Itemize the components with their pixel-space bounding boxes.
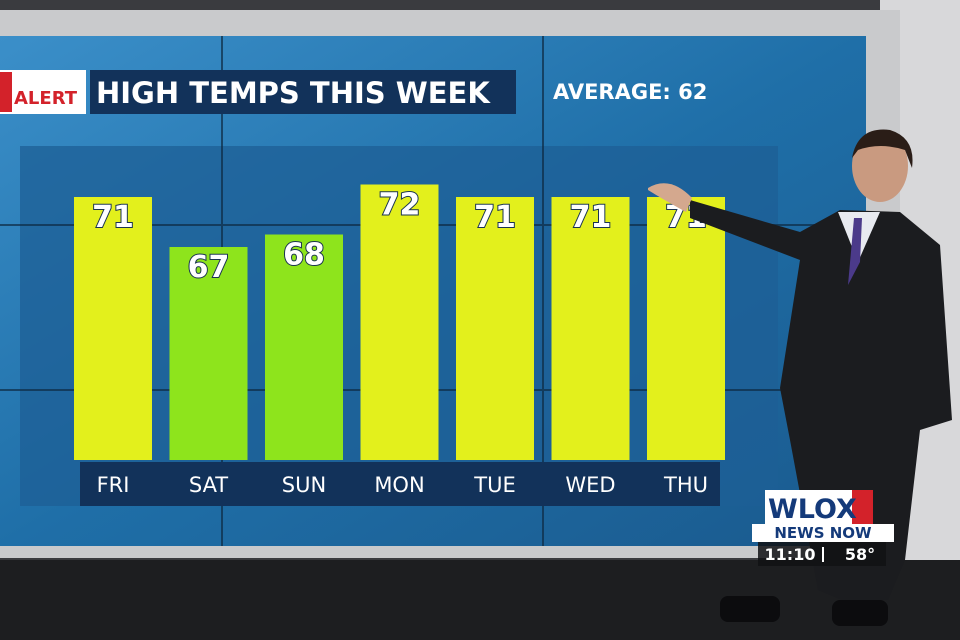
value-label: 67 — [188, 250, 230, 285]
x-tick-label: WED — [565, 473, 615, 497]
value-label: 71 — [92, 200, 134, 235]
x-tick-label: SUN — [282, 473, 326, 497]
bar — [74, 197, 152, 460]
bar — [360, 184, 439, 460]
value-label: 68 — [283, 238, 325, 273]
bar — [169, 247, 248, 460]
value-label: 71 — [570, 200, 612, 235]
alert-red — [0, 72, 12, 112]
bar — [647, 197, 725, 460]
bar — [456, 197, 534, 460]
program-box — [752, 524, 894, 542]
logo-red — [852, 490, 873, 524]
x-tick-label: SAT — [189, 473, 228, 497]
title-bar — [90, 70, 516, 114]
bar — [265, 234, 343, 460]
alert-badge — [0, 70, 86, 114]
time: 11:10 — [765, 545, 816, 564]
day-band — [80, 462, 720, 506]
logo-program: NEWS NOW — [774, 524, 872, 542]
bar — [551, 197, 630, 460]
chart-title: HIGH TEMPS THIS WEEK — [96, 76, 491, 110]
x-tick-label: FRI — [97, 473, 130, 497]
x-tick-label: THU — [663, 473, 708, 497]
value-label: 71 — [474, 200, 516, 235]
value-label: 72 — [379, 188, 421, 223]
alert-text: ALERT — [14, 88, 78, 109]
x-tick-label: TUE — [473, 473, 515, 497]
logo-station: WLOX — [768, 494, 857, 525]
average: AVERAGE: 62 — [553, 80, 707, 104]
x-tick-label: MON — [374, 473, 424, 497]
floor — [0, 560, 960, 640]
presenter — [648, 129, 952, 626]
temperature: 58° — [845, 545, 875, 564]
